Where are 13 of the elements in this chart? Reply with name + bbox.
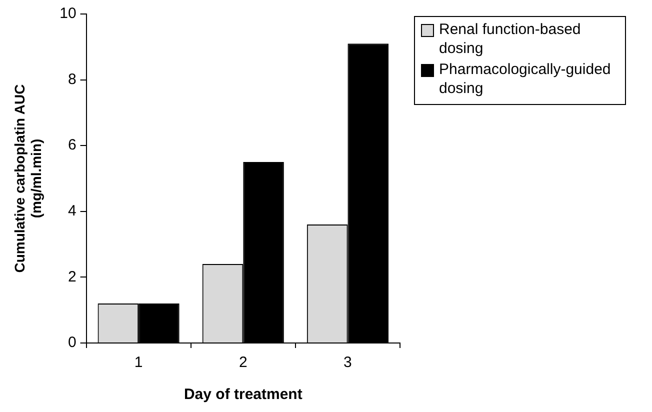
y-tick-label: 8: [68, 70, 76, 88]
x-tick-label: 3: [344, 354, 352, 372]
legend-label: Renal function-based dosing: [439, 20, 582, 58]
y-tick-label: 10: [60, 5, 76, 22]
y-tick-label: 6: [68, 136, 76, 154]
y-tick-label: 4: [68, 202, 76, 220]
x-tick-label: 2: [238, 354, 248, 372]
x-tick-label: 1: [134, 354, 143, 372]
legend-label: Pharmacologically-guided dosing: [439, 60, 612, 98]
y-tick-label: 0: [68, 334, 76, 352]
y-axis-title: Cumulative carboplatin AUC (mg/ml.min): [11, 84, 44, 273]
y-tick-label: 2: [68, 268, 76, 286]
x-axis-title: Day of treatment: [184, 386, 302, 404]
